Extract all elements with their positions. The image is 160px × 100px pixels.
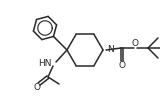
Text: N: N bbox=[107, 46, 114, 54]
Text: O: O bbox=[33, 84, 40, 92]
Text: O: O bbox=[119, 62, 125, 70]
Text: O: O bbox=[132, 40, 139, 48]
Text: HN: HN bbox=[39, 60, 52, 68]
